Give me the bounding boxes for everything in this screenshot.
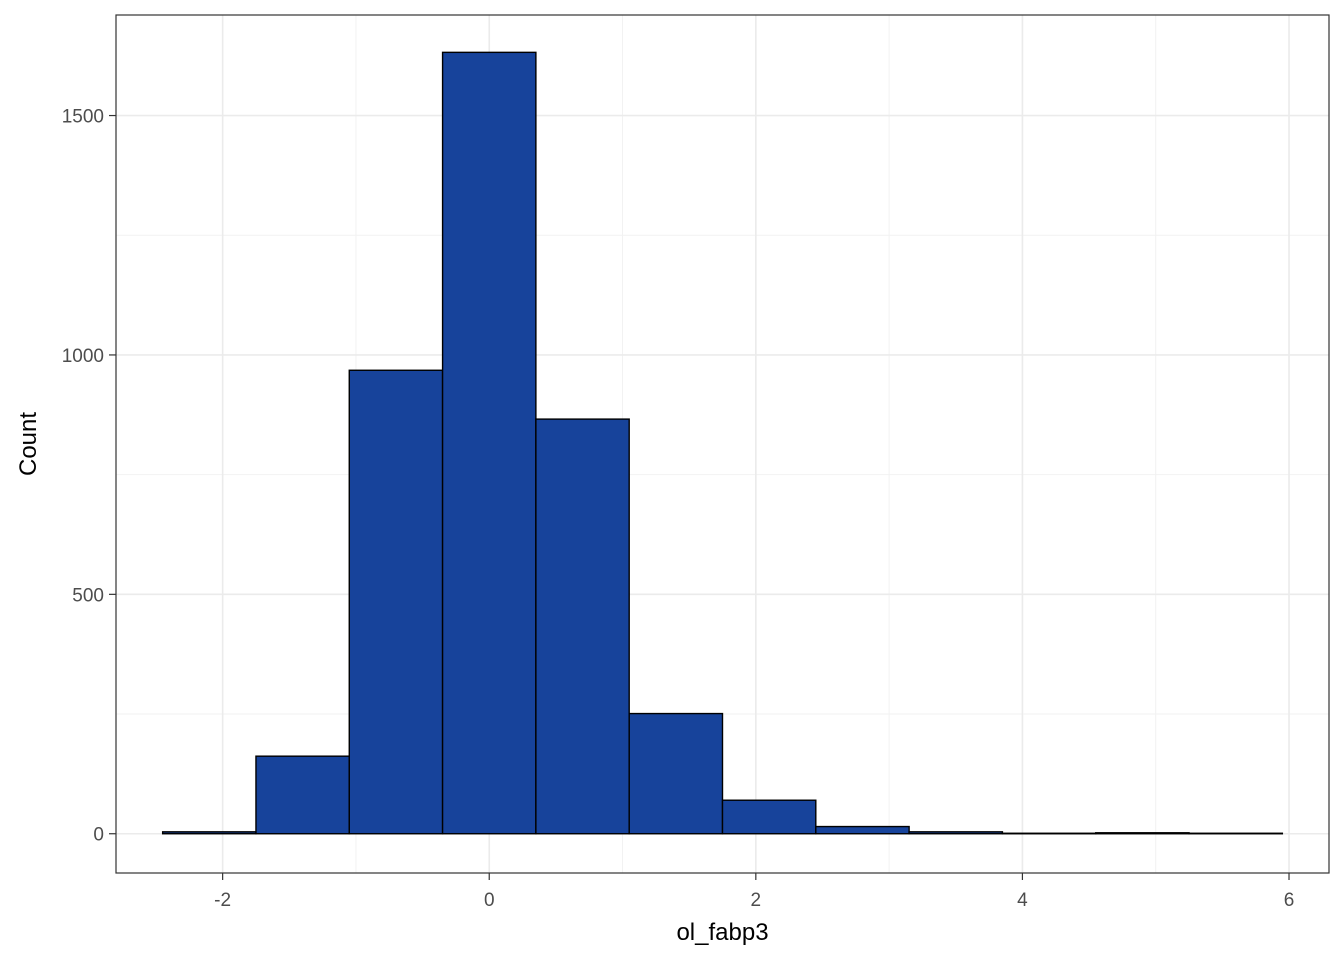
x-tick-label: -2	[214, 890, 231, 911]
histogram-bar	[535, 418, 630, 835]
y-axis: 0 500 1000 1500	[62, 107, 116, 846]
x-tick-label: 6	[1284, 890, 1295, 911]
histogram-bar	[441, 51, 537, 835]
histogram-bar	[1001, 832, 1097, 835]
histogram-bar	[628, 712, 724, 835]
x-tick-label: 0	[484, 890, 495, 911]
histogram-bar	[1188, 832, 1284, 835]
y-tick-label: 0	[93, 825, 104, 846]
x-tick-label: 4	[1017, 890, 1028, 911]
y-axis-title: Count	[15, 412, 42, 476]
histogram-bar	[721, 799, 817, 835]
histogram-bar	[161, 831, 257, 835]
plot-panel-border	[115, 14, 1330, 874]
histogram-bar	[908, 831, 1004, 835]
x-tick-label: 2	[751, 890, 762, 911]
histogram-bar	[348, 369, 444, 835]
minor-gridlines	[116, 15, 1329, 873]
histogram-bar	[815, 825, 910, 835]
histogram-bar	[255, 755, 350, 835]
y-tick-label: 500	[72, 585, 104, 606]
y-tick-label: 1500	[62, 107, 104, 128]
histogram-bar	[1095, 832, 1190, 835]
x-axis-title: ol_fabp3	[676, 919, 768, 946]
x-axis: -2 0 2 4 6	[214, 873, 1294, 911]
histogram-bars	[161, 51, 1284, 835]
y-tick-label: 1000	[62, 346, 104, 367]
